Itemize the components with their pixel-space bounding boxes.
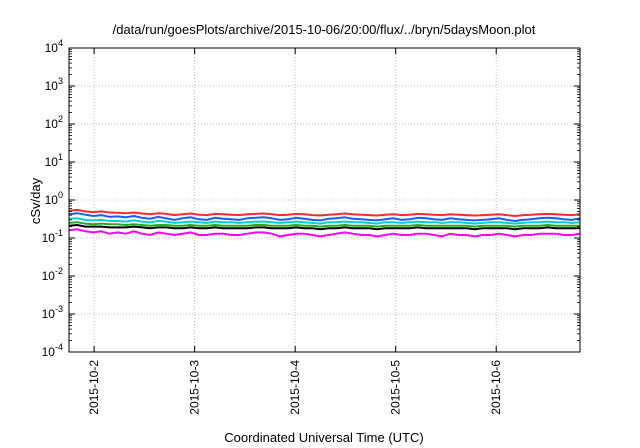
chart-title: /data/run/goesPlots/archive/2015-10-06/2… bbox=[113, 22, 536, 37]
x-tick-label: 2015-10-4 bbox=[288, 360, 302, 415]
y-tick-label: 101 bbox=[45, 152, 63, 169]
series-line-6 bbox=[68, 228, 581, 238]
x-tick-label: 2015-10-2 bbox=[87, 360, 101, 415]
series-line-4 bbox=[68, 221, 580, 228]
x-tick-label: 2015-10-5 bbox=[389, 360, 403, 415]
series-line-3 bbox=[68, 217, 581, 225]
y-tick-label: 10-3 bbox=[42, 304, 63, 321]
y-axis-label: cSv/day bbox=[28, 177, 43, 224]
y-tick-label: 100 bbox=[45, 190, 63, 207]
x-tick-label: 2015-10-3 bbox=[188, 360, 202, 415]
x-axis-label: Coordinated Universal Time (UTC) bbox=[224, 430, 423, 445]
grid-lines bbox=[69, 48, 580, 352]
y-tick-label: 10-2 bbox=[42, 266, 63, 283]
y-tick-label: 102 bbox=[45, 114, 63, 131]
series-line-1 bbox=[68, 208, 581, 217]
y-tick-label: 103 bbox=[45, 76, 63, 93]
x-tick-label: 2015-10-6 bbox=[489, 360, 503, 415]
series-line-5 bbox=[68, 224, 580, 231]
y-tick-label: 10-4 bbox=[42, 342, 63, 359]
series-line-2 bbox=[68, 212, 581, 222]
y-tick-label: 104 bbox=[45, 38, 63, 55]
y-tick-label: 10-1 bbox=[42, 228, 63, 245]
axis-ticks: 10-4 10-3 10-2 10-1 100 101 102 103 104 2015-10-2… bbox=[42, 38, 580, 415]
series-group bbox=[68, 208, 581, 238]
